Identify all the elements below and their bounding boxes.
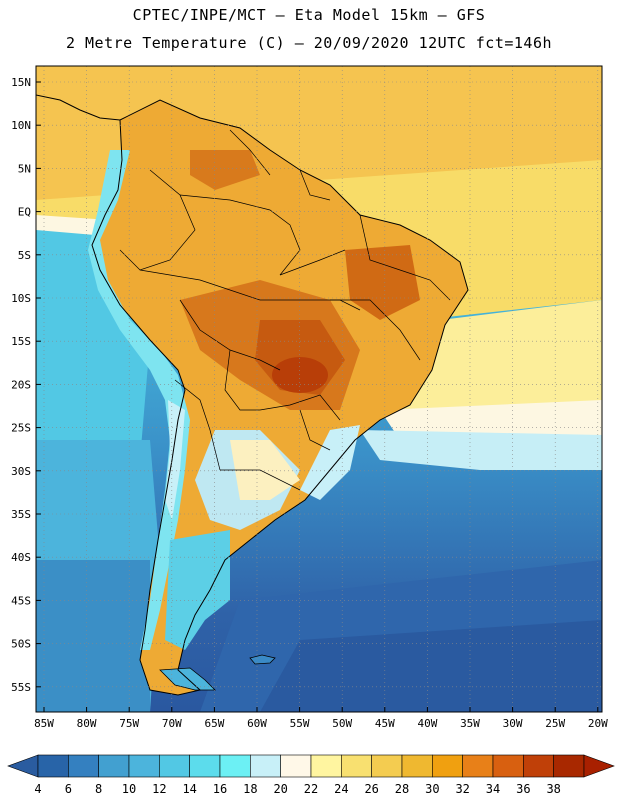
colorbar-label: 32 [455, 782, 469, 796]
colorbar-label: 24 [334, 782, 348, 796]
lon-label: 55W [290, 717, 310, 730]
lat-label: 10N [11, 119, 31, 132]
colorbar-swatch [371, 754, 403, 778]
colorbar-swatch [280, 754, 312, 778]
lat-label: 5N [18, 162, 31, 175]
lat-label: 20S [11, 378, 31, 391]
lat-label: 30S [11, 465, 31, 478]
colorbar-swatch [341, 754, 372, 778]
lat-label: 5S [18, 249, 31, 262]
colorbar-swatch [432, 754, 463, 778]
colorbar-label: 26 [364, 782, 378, 796]
longitude-labels: 85W 80W 75W 70W 65W 60W 55W 50W 45W 40W 35W 30W 25W 2… [34, 707, 608, 730]
title-line-1: CPTEC/INPE/MCT – Eta Model 15km – GFS [132, 6, 486, 24]
lon-label: 85W [34, 717, 54, 730]
colorbar-swatch [159, 754, 190, 778]
colorbar-label: 30 [425, 782, 439, 796]
colorbar-label: 16 [213, 782, 227, 796]
lat-label: 15N [11, 76, 31, 89]
colorbar-label: 6 [65, 782, 72, 796]
colorbar-swatch [128, 754, 160, 778]
map-frame [35, 65, 603, 713]
title-line-2: 2 Metre Temperature (C) – 20/09/2020 12U… [65, 34, 553, 52]
colorbar-label: 18 [243, 782, 257, 796]
lat-label: 15S [11, 335, 31, 348]
colorbar-swatch [98, 754, 130, 778]
colorbar-swatch [401, 754, 433, 778]
colorbar-swatch [553, 754, 585, 778]
colorbar-swatch [68, 754, 99, 778]
colorbar: 4 6 8 10 12 14 16 18 20 22 24 26 28 30 32 34 36 38 [7, 754, 615, 796]
lon-label: 50W [332, 717, 352, 730]
colorbar-swatch [310, 754, 342, 778]
lon-label: 20W [588, 717, 608, 730]
lon-label: 65W [204, 717, 224, 730]
colorbar-label: 4 [34, 782, 41, 796]
lon-label: 75W [119, 717, 139, 730]
lon-label: 45W [375, 717, 395, 730]
lon-label: 80W [77, 717, 97, 730]
colorbar-swatch [219, 754, 251, 778]
lat-label: 50S [11, 638, 31, 651]
lat-label: 45S [11, 594, 31, 607]
colorbar-label: 12 [152, 782, 166, 796]
colorbar-label: 36 [516, 782, 530, 796]
lon-label: 40W [417, 717, 437, 730]
colorbar-label: 20 [273, 782, 287, 796]
lat-label: 55S [11, 681, 31, 694]
lon-label: 25W [545, 717, 565, 730]
colorbar-max-arrow [583, 754, 615, 778]
lat-label: 40S [11, 551, 31, 564]
colorbar-swatch [462, 754, 494, 778]
colorbar-swatch [189, 754, 221, 778]
colorbar-swatch [523, 754, 554, 778]
colorbar-label: 22 [304, 782, 318, 796]
lon-label: 30W [503, 717, 523, 730]
lon-label: 60W [247, 717, 267, 730]
falkland-islands [249, 654, 276, 665]
lat-label: 10S [11, 292, 31, 305]
lon-label: 35W [460, 717, 480, 730]
colorbar-swatch [492, 754, 524, 778]
colorbar-label: 38 [546, 782, 560, 796]
lat-label: 35S [11, 508, 31, 521]
temperature-field [36, 66, 602, 712]
colorbar-label: 28 [395, 782, 409, 796]
colorbar-swatch [250, 754, 281, 778]
colorbar-label: 34 [486, 782, 500, 796]
lat-label: 25S [11, 422, 31, 435]
lon-label: 70W [162, 717, 182, 730]
colorbar-label: 10 [122, 782, 136, 796]
colorbar-label: 14 [182, 782, 196, 796]
latitude-labels: 15N 10N 5N EQ 5S 10S 15S 20S 25S 30S 35S 40S 45S 50S 5… [11, 76, 41, 694]
lat-label: EQ [18, 206, 31, 219]
colorbar-min-arrow [7, 754, 39, 778]
colorbar-swatch [37, 754, 69, 778]
colorbar-label: 8 [95, 782, 102, 796]
